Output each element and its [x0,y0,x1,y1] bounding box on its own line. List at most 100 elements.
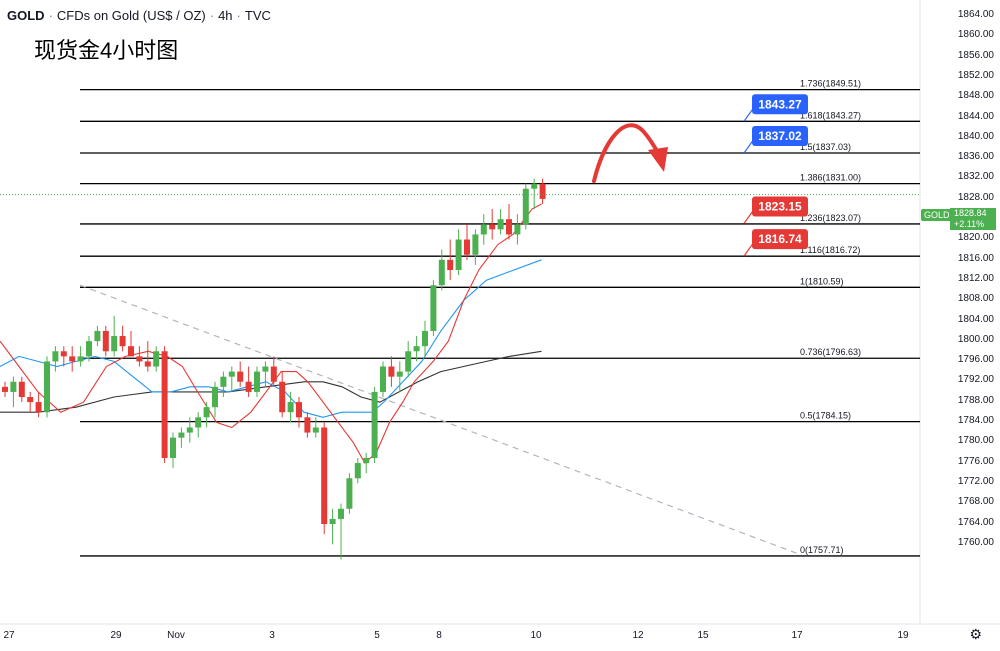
candle-body[interactable] [228,371,235,377]
candle-body[interactable] [77,356,84,362]
candle-body[interactable] [94,330,101,342]
candle-body[interactable] [304,417,311,433]
candle-body[interactable] [69,356,76,362]
last-price-value: 1828.84 [954,208,987,218]
time-axis-label: 15 [697,630,709,641]
price-tag-text: 1843.27 [758,97,802,111]
candle-body[interactable] [380,366,386,392]
price-tag-box[interactable] [752,229,808,250]
candle-body[interactable] [161,351,168,458]
curved-arrow-annotation [592,123,662,183]
price-axis-label: 1764.00 [957,516,994,528]
candle-body[interactable] [18,381,25,397]
time-axis-label: 10 [530,630,542,641]
candle-body[interactable] [254,371,260,392]
settings-gear-icon[interactable]: ⚙ [969,626,982,642]
candle-body[interactable] [338,508,344,519]
price-axis-label: 1856.00 [957,49,994,61]
candle-body[interactable] [170,437,176,458]
candle-body[interactable] [60,351,67,357]
candle-body[interactable] [354,463,361,479]
candle-body[interactable] [405,351,412,372]
candle-body[interactable] [522,188,529,225]
candle-body[interactable] [153,351,160,367]
candle-body[interactable] [388,366,395,377]
candle-body[interactable] [539,183,546,199]
moving-average-black [0,350,542,413]
candle-body[interactable] [2,386,8,392]
candle-body[interactable] [270,366,277,382]
candle-body[interactable] [455,239,462,270]
candle-body[interactable] [346,478,353,509]
candle-body[interactable] [329,518,336,524]
candle-body[interactable] [44,361,50,413]
moving-average-red [0,203,542,464]
candle-body[interactable] [136,356,143,362]
fib-level-label: 0(1757.71) [800,545,844,555]
candle-body[interactable] [35,402,42,413]
price-tag-box[interactable] [752,126,808,147]
time-axis-label: 27 [3,630,15,641]
candle-body[interactable] [86,341,92,357]
candle-body[interactable] [413,346,420,352]
price-axis-label: 1844.00 [957,110,994,122]
candle-body[interactable] [212,386,218,408]
candle-body[interactable] [262,366,269,372]
interval-label[interactable]: 4h [218,8,233,23]
candle-body[interactable] [178,432,185,438]
fib-level-label: 0.5(1784.15) [800,411,851,421]
candle-body[interactable] [497,219,504,230]
candle-body[interactable] [102,330,109,352]
candle-body[interactable] [237,371,244,382]
candle-body[interactable] [27,397,34,403]
fib-level-label: 1.736(1849.51) [800,79,861,89]
candle-body[interactable] [396,371,403,377]
candle-body[interactable] [195,417,202,428]
candle-body[interactable] [144,361,151,367]
price-tag-box[interactable] [752,94,808,115]
candle-body[interactable] [321,427,328,524]
candle-body[interactable] [119,336,126,347]
fib-level-label: 1.5(1837.03) [800,142,851,152]
candle-body[interactable] [128,346,134,357]
candle-body[interactable] [464,239,470,255]
candle-body[interactable] [220,376,227,387]
price-axis-label: 1788.00 [957,394,994,406]
fib-level-label: 1(1810.59) [800,276,844,286]
candle-body[interactable] [506,219,512,235]
candle-body[interactable] [296,402,302,418]
candle-body[interactable] [312,427,319,433]
candle-body[interactable] [447,259,454,270]
candle-body[interactable] [287,402,294,413]
price-axis-label: 1800.00 [957,333,994,345]
time-axis-label: 5 [374,630,380,641]
candle-body[interactable] [531,183,538,189]
candle-body[interactable] [111,336,118,352]
symbol-label[interactable]: GOLD [7,8,45,23]
price-tag-text: 1816.74 [758,232,802,246]
price-axis-label: 1780.00 [957,435,994,447]
price-tag-box[interactable] [752,196,808,217]
candle-body[interactable] [480,224,487,235]
candle-body[interactable] [52,351,59,362]
moving-average-blue [0,259,542,418]
price-axis-label: 1840.00 [957,130,994,142]
candle-body[interactable] [489,224,496,230]
candle-body[interactable] [186,427,193,433]
price-axis-label: 1804.00 [957,313,994,325]
price-axis-label: 1796.00 [957,354,994,366]
candle-body[interactable] [438,259,445,286]
candle-body[interactable] [203,407,210,418]
candle-body[interactable] [363,457,370,464]
candle-body[interactable] [422,330,428,347]
candle-body[interactable] [371,391,378,458]
candle-body[interactable] [430,285,437,331]
candle-body[interactable] [279,381,286,413]
chart-title: 现货金4小时图 [34,38,179,63]
candle-body[interactable] [472,234,479,255]
candle-body[interactable] [10,381,17,392]
price-tag-text: 1823.15 [758,200,802,214]
candle-body[interactable] [514,224,521,235]
candle-body[interactable] [245,381,252,392]
